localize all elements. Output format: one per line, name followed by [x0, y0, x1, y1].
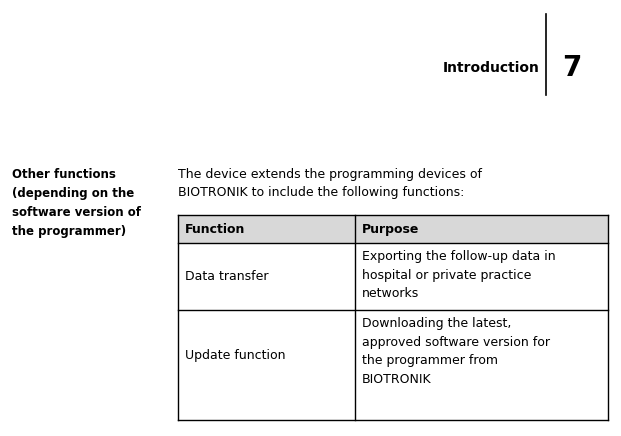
Text: Introduction: Introduction	[443, 61, 540, 75]
Bar	[178, 215, 608, 243]
Text: Data transfer: Data transfer	[185, 270, 268, 283]
Text: Other functions
(depending on the
software version of
the programmer): Other functions (depending on the softwa…	[12, 168, 141, 238]
Text: Downloading the latest,
approved software version for
the programmer from
BIOTRO: Downloading the latest, approved softwar…	[362, 317, 550, 385]
Text: The device extends the programming devices of
BIOTRONIK to include the following: The device extends the programming devic…	[178, 168, 482, 199]
Text: 7: 7	[562, 54, 581, 82]
Text: Function: Function	[185, 222, 245, 235]
Text: Update function: Update function	[185, 348, 286, 361]
Text: Purpose: Purpose	[362, 222, 419, 235]
Text: Exporting the follow-up data in
hospital or private practice
networks: Exporting the follow-up data in hospital…	[362, 250, 556, 300]
